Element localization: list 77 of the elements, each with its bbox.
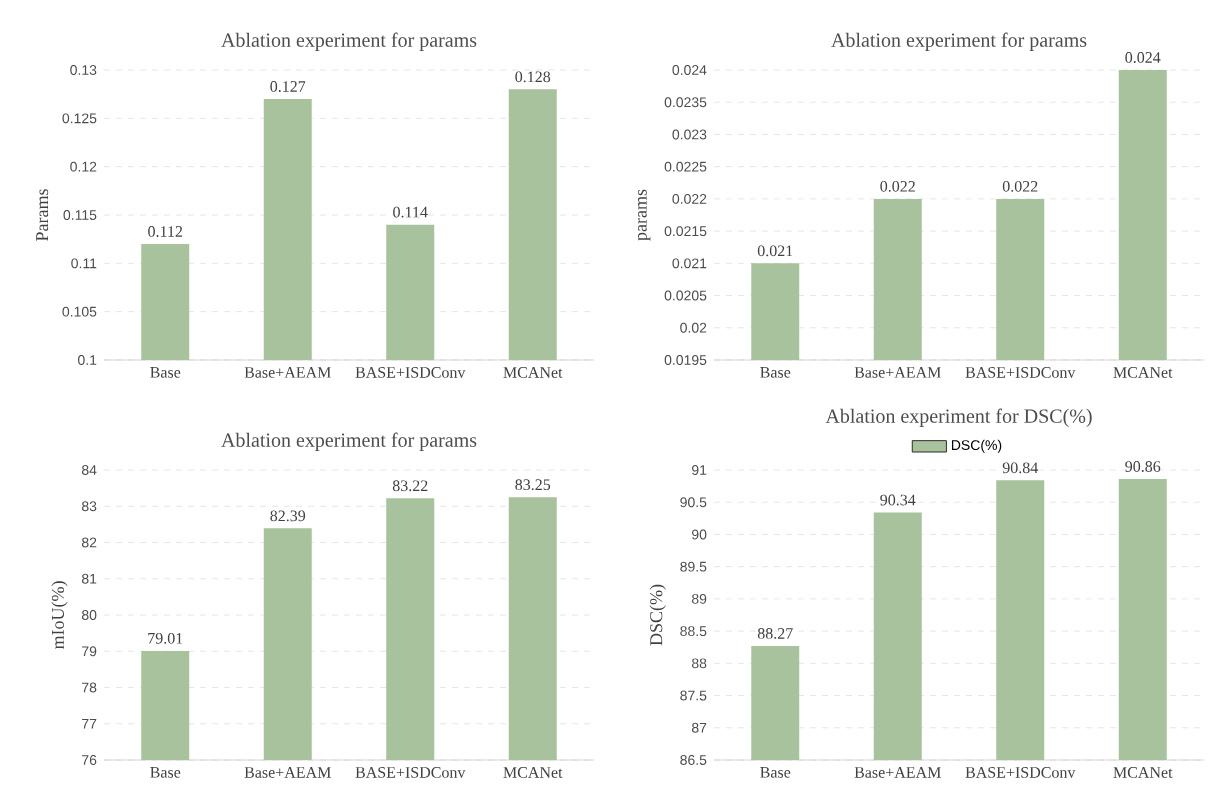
x-tick-label: BASE+ISDConv [965,367,1076,378]
y-tick-label: 82 [81,537,97,548]
y-tick-label: 0.0225 [664,161,707,172]
chart-title: Ablation experiment for DSC(%) [825,408,1092,427]
y-tick-label: 0.02 [680,322,707,333]
data-label: 90.84 [1002,462,1038,474]
x-tick-label: Base [760,767,791,778]
y-axis-title: mIoU(%) [51,581,68,650]
y-tick-label: 81 [81,573,97,584]
x-tick-label: MCANet [503,367,563,378]
y-axis-title: Params [36,189,49,241]
y-tick-label: 83 [81,501,97,512]
data-label: 79.01 [148,632,183,644]
x-tick-label: Base+AEAM [244,367,331,378]
y-tick-label: 80 [81,610,97,620]
data-label: 83.22 [392,480,428,492]
y-tick-label: 79 [82,646,97,657]
data-label: 0.022 [1002,180,1038,192]
y-tick-label: 77 [82,718,97,729]
x-tick-label: Base+AEAM [854,367,941,378]
data-label: 0.112 [148,226,183,237]
data-label: 0.022 [880,180,915,192]
x-tick-label: MCANet [1113,367,1173,378]
y-tick-label: 91 [692,465,707,475]
y-tick-label: 0.023 [672,129,707,140]
data-label: 83.25 [515,479,551,491]
y-tick-label: 0.12 [70,161,97,172]
x-tick-label: Base+AEAM [854,767,941,778]
chart-title: Ablation experiment for params [831,32,1087,51]
y-tick-label: 84 [81,465,97,475]
y-tick-label: 0.105 [62,306,97,317]
y-tick-label: 89.5 [680,561,707,572]
x-tick-label: MCANet [503,767,563,778]
data-label: 82.39 [270,510,306,522]
y-tick-label: 88.5 [680,626,707,637]
y-tick-label: 87.5 [680,690,707,701]
y-tick-label: 0.13 [70,65,97,75]
y-tick-label: 90 [692,529,707,540]
legend-label: DSC(%) [951,439,1002,453]
y-tick-label: 0.125 [62,113,97,124]
y-tick-label: 0.0235 [664,97,707,108]
chart-title: Ablation experiment for params [221,432,477,451]
data-label: 90.34 [880,494,916,506]
y-tick-label: 0.0195 [664,355,707,365]
chart-title: Ablation experiment for params [221,32,477,51]
y-tick-label: 76 [82,755,97,765]
y-tick-label: 78 [82,682,97,693]
data-label: 0.021 [757,245,793,257]
y-tick-label: 0.1 [78,355,97,365]
y-axis-title: params [638,189,651,241]
x-tick-label: BASE+ISDConv [965,767,1076,778]
x-tick-label: BASE+ISDConv [355,367,466,378]
y-tick-label: 0.0205 [664,290,707,301]
y-tick-label: 88 [691,658,707,669]
data-label: 90.86 [1125,461,1161,472]
y-axis-title: DSC(%) [649,584,666,646]
data-label: 0.128 [515,71,551,83]
y-tick-label: 0.022 [672,193,707,204]
y-tick-label: 0.0215 [664,226,707,237]
y-tick-label: 0.024 [672,65,707,75]
data-label: 0.114 [393,206,428,218]
y-tick-label: 87 [691,722,707,733]
y-tick-label: 86.5 [680,755,707,765]
x-tick-label: Base+AEAM [244,767,331,778]
data-label: 88.27 [757,628,793,639]
y-tick-label: 0.021 [672,258,707,269]
x-tick-label: Base [150,367,181,378]
y-tick-label: 0.115 [63,210,97,220]
y-tick-label: 89 [691,593,707,604]
x-tick-label: BASE+ISDConv [355,767,466,778]
y-tick-label: 90.5 [680,497,707,508]
y-tick-label: 0.11 [71,258,97,269]
data-label: 0.127 [270,81,306,92]
x-tick-label: Base [760,367,791,378]
x-tick-label: MCANet [1113,767,1173,778]
data-label: 0.024 [1125,52,1161,63]
x-tick-label: Base [150,767,181,778]
